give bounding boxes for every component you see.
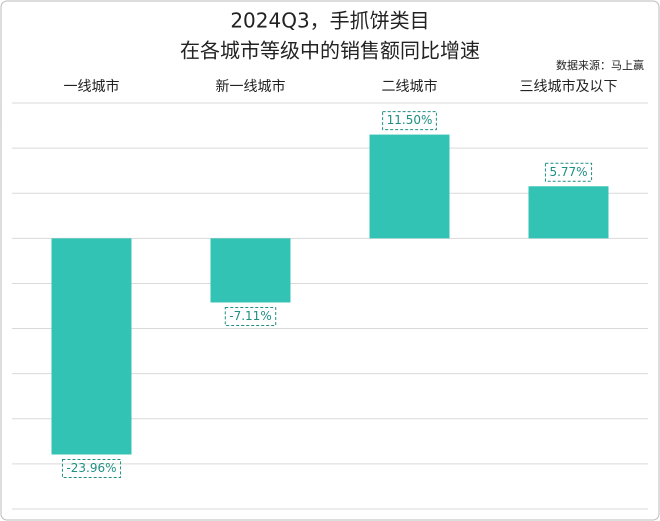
- x-tick-label: 新一线城市: [216, 78, 286, 95]
- chart-subtitle: 在各城市等级中的销售额同比增速: [180, 39, 480, 63]
- x-tick-label: 一线城市: [64, 78, 120, 95]
- value-label: 11.50%: [387, 113, 433, 127]
- chart-title: 2024Q3，手抓饼类目: [230, 9, 429, 33]
- bar: [528, 186, 609, 239]
- value-label-box: [544, 162, 593, 182]
- bar: [369, 134, 450, 239]
- bar: [210, 238, 291, 303]
- value-label: -23.96%: [66, 461, 116, 475]
- value-label-box: [61, 459, 122, 479]
- x-tick-label: 三线城市及以下: [520, 78, 618, 95]
- value-label: 5.77%: [549, 165, 587, 179]
- source: 数据来源：马上赢: [556, 58, 644, 72]
- value-label-box: [224, 306, 277, 326]
- bar: [51, 238, 132, 455]
- value-label: -7.11%: [229, 309, 271, 323]
- value-label-box: [382, 111, 437, 131]
- x-tick-label: 二线城市: [382, 78, 438, 95]
